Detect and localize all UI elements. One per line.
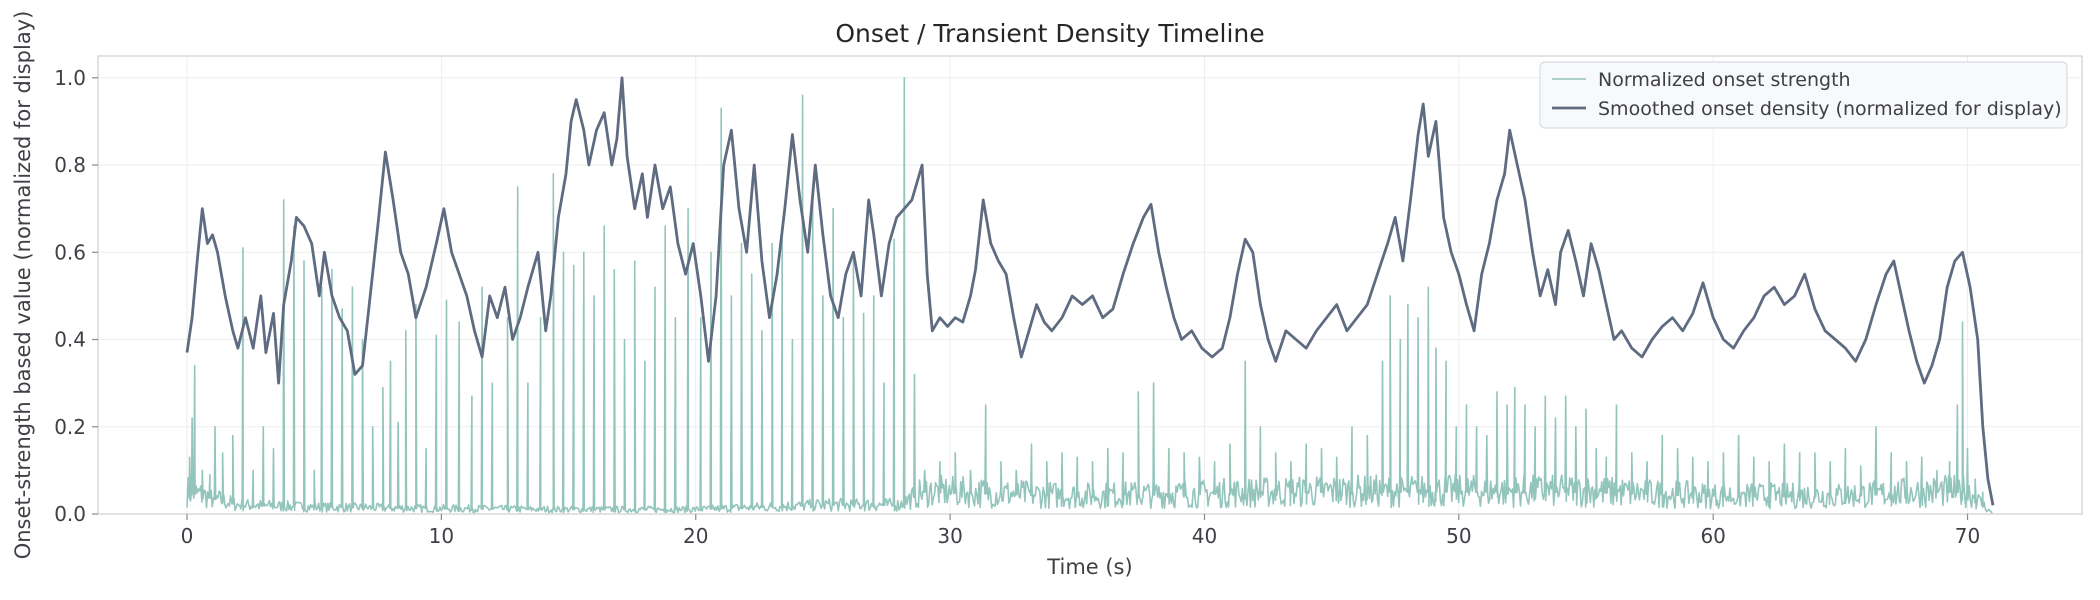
- x-tick-label: 30: [937, 524, 962, 548]
- x-tick-label: 10: [429, 524, 454, 548]
- legend: Normalized onset strength Smoothed onset…: [1539, 61, 2068, 129]
- x-axis-label: Time (s): [1046, 555, 1132, 579]
- plot-frame: [97, 55, 2083, 515]
- x-tick-label: 70: [1955, 524, 1980, 548]
- x-tick-label: 60: [1700, 524, 1725, 548]
- y-tick-label: 0.8: [54, 153, 86, 177]
- legend-label-smoothed-onset-density: Smoothed onset density (normalized for d…: [1598, 98, 2062, 120]
- x-tick-label: 0: [181, 524, 194, 548]
- legend-label-normalized-onset-strength: Normalized onset strength: [1598, 69, 1851, 91]
- x-tick-label: 50: [1446, 524, 1471, 548]
- y-tick-label: 0.0: [54, 502, 86, 526]
- plot-area: [185, 76, 1995, 514]
- y-tick-label: 0.4: [54, 328, 86, 352]
- y-tick-label: 1.0: [54, 66, 86, 90]
- legend-box: [1539, 61, 2068, 129]
- y-tick-label: 0.6: [54, 240, 86, 264]
- y-axis-label: Onset-strength based value (normalized f…: [11, 11, 35, 560]
- axis-ticks: 0 10 20 30 40 50 60 70 0.0 0.2 0.4 0.6 0.8 1.0: [54, 66, 1980, 548]
- chart-title: Onset / Transient Density Timeline: [835, 19, 1264, 48]
- y-tick-label: 0.2: [54, 415, 86, 439]
- x-tick-label: 40: [1192, 524, 1217, 548]
- x-tick-label: 20: [683, 524, 708, 548]
- series-line-normalized-onset-strength: [186, 77, 1993, 514]
- series-line-smoothed-onset-density: [185, 76, 1995, 506]
